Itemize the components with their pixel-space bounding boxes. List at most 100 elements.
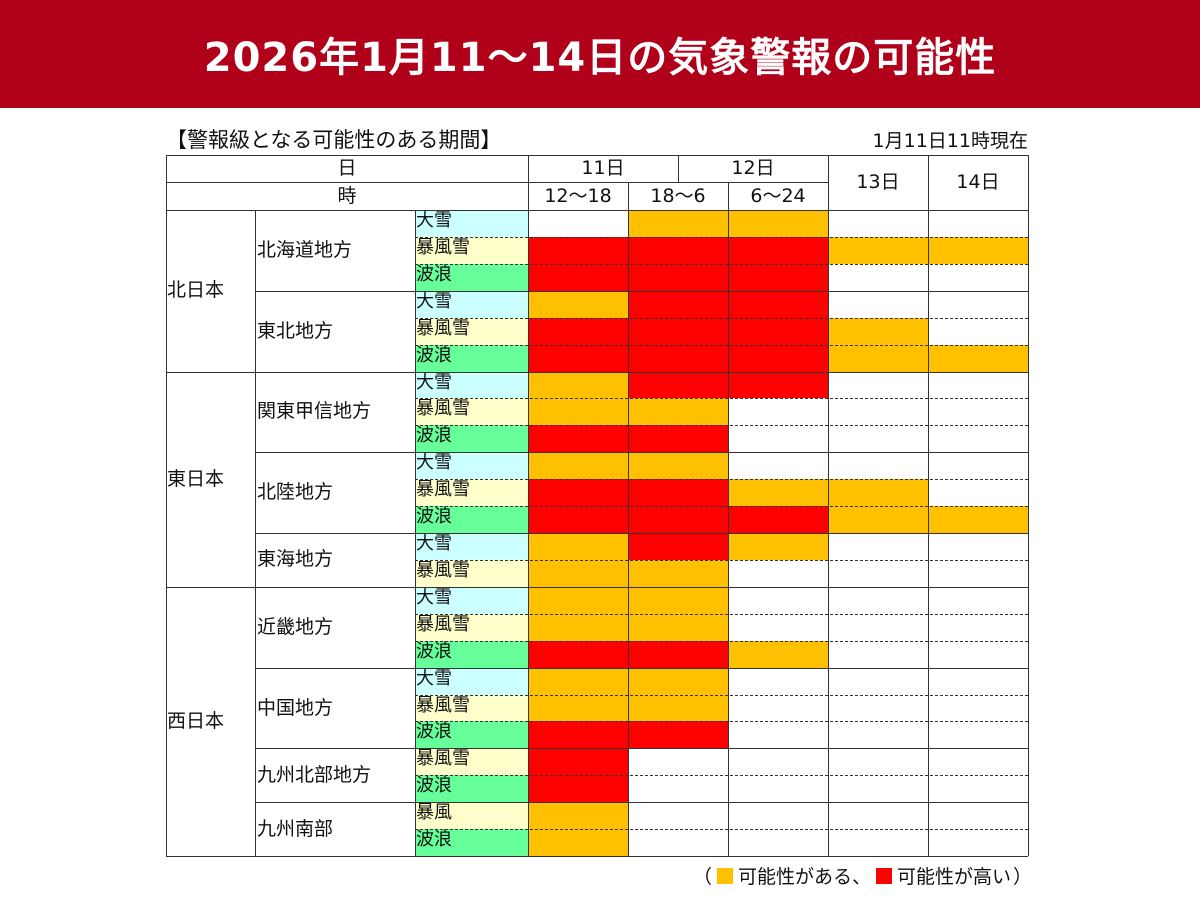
hazard-type-波浪: 波浪 xyxy=(415,829,528,857)
level-cell xyxy=(728,398,828,426)
level-cell xyxy=(628,479,728,507)
grid-line xyxy=(1028,155,1029,857)
hazard-type-波浪: 波浪 xyxy=(415,425,528,453)
grid-line xyxy=(166,155,167,857)
legend-high: 可能性が高い xyxy=(896,866,1011,888)
level-cell xyxy=(928,236,1028,264)
hazard-type-大雪: 大雪 xyxy=(415,290,528,318)
level-cell xyxy=(728,586,828,614)
level-cell xyxy=(928,452,1028,480)
header-day: 13日 xyxy=(856,171,900,193)
area-divider xyxy=(166,586,1028,588)
level-cell xyxy=(828,398,928,426)
level-cell xyxy=(528,236,628,264)
level-cell xyxy=(728,290,828,318)
area-divider xyxy=(255,802,1028,804)
level-cell xyxy=(928,694,1028,722)
table-subtitle: 【警報級となる可能性のある期間】 xyxy=(166,128,502,152)
header-day-label: 日 xyxy=(337,157,357,179)
level-cell xyxy=(528,721,628,749)
legend: （ 可能性がある、 可能性が高い ） xyxy=(693,862,1032,889)
level-cell xyxy=(628,371,728,399)
level-cell xyxy=(828,613,928,641)
level-cell xyxy=(928,210,1028,237)
level-cell xyxy=(828,263,928,291)
level-cell xyxy=(628,721,728,749)
level-cell xyxy=(928,640,1028,668)
area-name: 九州北部地方 xyxy=(257,763,372,786)
level-cell xyxy=(528,506,628,534)
row-divider xyxy=(415,506,1028,508)
area-name: 九州南部 xyxy=(257,817,334,840)
level-cell xyxy=(928,398,1028,426)
level-cell xyxy=(528,748,628,776)
level-cell xyxy=(928,667,1028,695)
level-cell xyxy=(628,748,728,776)
area-name: 北陸地方 xyxy=(257,481,334,504)
level-cell xyxy=(628,210,728,237)
level-cell xyxy=(928,263,1028,291)
area-divider xyxy=(255,533,1028,535)
level-cell xyxy=(828,586,928,614)
row-divider xyxy=(415,775,1028,777)
level-cell xyxy=(928,748,1028,776)
grid-line xyxy=(166,856,1028,858)
level-cell xyxy=(728,802,828,830)
level-cell xyxy=(728,694,828,722)
hazard-type-波浪: 波浪 xyxy=(415,263,528,291)
level-cell xyxy=(928,721,1028,749)
level-cell xyxy=(828,829,928,857)
hazard-type-大雪: 大雪 xyxy=(415,210,528,237)
hazard-type-波浪: 波浪 xyxy=(415,721,528,749)
header-day: 14日 xyxy=(956,171,1000,193)
level-cell xyxy=(528,479,628,507)
level-cell xyxy=(728,775,828,803)
level-cell xyxy=(528,344,628,372)
level-cell xyxy=(928,829,1028,857)
level-cell xyxy=(628,613,728,641)
header-hour-label: 時 xyxy=(337,184,357,207)
legend-possible: 可能性がある、 xyxy=(737,866,871,888)
level-cell xyxy=(728,829,828,857)
area-divider xyxy=(255,290,1028,292)
row-divider xyxy=(415,721,1028,723)
level-cell xyxy=(528,775,628,803)
area-name: 近畿地方 xyxy=(257,615,334,638)
level-cell xyxy=(828,344,928,372)
level-cell xyxy=(628,802,728,830)
level-cell xyxy=(828,694,928,722)
level-cell xyxy=(928,802,1028,830)
hazard-type-波浪: 波浪 xyxy=(415,775,528,803)
level-cell xyxy=(928,479,1028,507)
level-cell xyxy=(628,290,728,318)
possible-swatch-icon xyxy=(716,867,733,884)
row-divider xyxy=(415,559,1028,561)
level-cell xyxy=(828,775,928,803)
grid-line xyxy=(828,155,829,857)
level-cell xyxy=(728,533,828,560)
level-cell xyxy=(828,479,928,507)
level-cell xyxy=(928,506,1028,534)
level-cell xyxy=(728,479,828,507)
level-cell xyxy=(828,748,928,776)
legend-open: （ xyxy=(692,866,712,888)
grid-line xyxy=(628,182,629,857)
page-title: 2026年1月11〜14日の気象警報の可能性 xyxy=(0,0,1200,108)
level-cell xyxy=(728,748,828,776)
header-day: 12日 xyxy=(731,157,775,179)
hazard-type-暴風雪: 暴風雪 xyxy=(415,748,528,776)
level-cell xyxy=(728,263,828,291)
level-cell xyxy=(828,452,928,480)
level-cell xyxy=(628,694,728,722)
area-name: 中国地方 xyxy=(257,696,334,719)
grid-line xyxy=(678,155,679,182)
level-cell xyxy=(928,775,1028,803)
row-divider xyxy=(415,317,1028,319)
level-cell xyxy=(628,452,728,480)
level-cell xyxy=(528,425,628,453)
level-cell xyxy=(728,721,828,749)
area-divider xyxy=(255,748,1028,750)
level-cell xyxy=(528,802,628,830)
level-cell xyxy=(528,586,628,614)
grid-line xyxy=(166,210,1028,211)
